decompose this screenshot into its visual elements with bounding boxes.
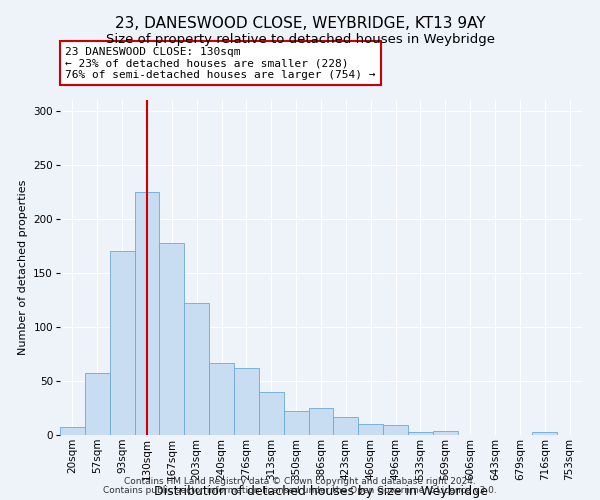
Bar <box>408 432 433 435</box>
Bar <box>259 392 284 435</box>
Text: Contains public sector information licensed under the Open Government Licence v3: Contains public sector information licen… <box>103 486 497 495</box>
Bar <box>334 416 358 435</box>
Bar <box>433 430 458 435</box>
Bar <box>234 368 259 435</box>
Bar <box>134 192 160 435</box>
Bar <box>85 374 110 435</box>
Bar <box>110 252 134 435</box>
Bar <box>308 408 334 435</box>
Bar <box>358 424 383 435</box>
Text: 23, DANESWOOD CLOSE, WEYBRIDGE, KT13 9AY: 23, DANESWOOD CLOSE, WEYBRIDGE, KT13 9AY <box>115 16 485 31</box>
Bar <box>60 428 85 435</box>
Bar <box>209 362 234 435</box>
Bar <box>284 411 308 435</box>
X-axis label: Distribution of detached houses by size in Weybridge: Distribution of detached houses by size … <box>154 486 488 498</box>
Y-axis label: Number of detached properties: Number of detached properties <box>18 180 28 355</box>
Text: Size of property relative to detached houses in Weybridge: Size of property relative to detached ho… <box>106 32 494 46</box>
Bar <box>184 303 209 435</box>
Text: Contains HM Land Registry data © Crown copyright and database right 2024.: Contains HM Land Registry data © Crown c… <box>124 477 476 486</box>
Text: 23 DANESWOOD CLOSE: 130sqm
← 23% of detached houses are smaller (228)
76% of sem: 23 DANESWOOD CLOSE: 130sqm ← 23% of deta… <box>65 46 376 80</box>
Bar <box>383 426 408 435</box>
Bar <box>160 242 184 435</box>
Bar <box>532 432 557 435</box>
